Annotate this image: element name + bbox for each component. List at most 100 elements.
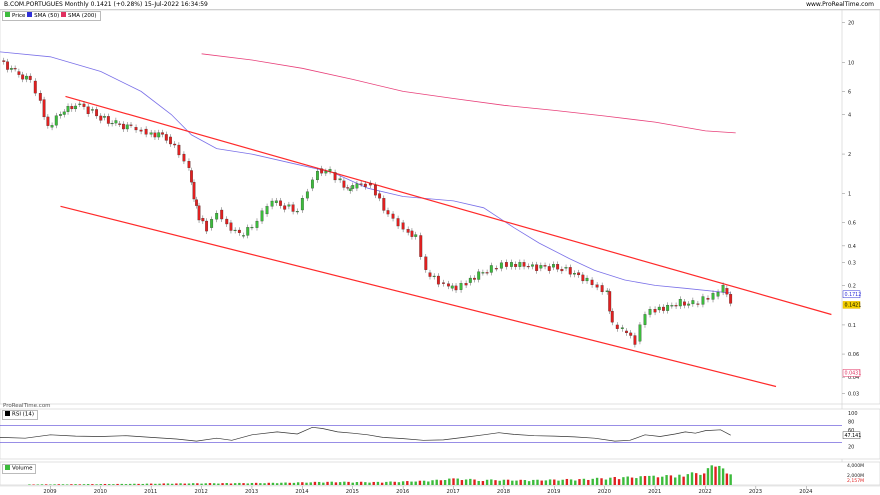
candle-body [28, 75, 32, 80]
candle-body [220, 209, 224, 220]
volume-bar [162, 483, 165, 485]
x-tick-label: 2019 [547, 489, 560, 495]
volume-bar [427, 481, 430, 485]
rsi-value-label: 47.141 [845, 433, 862, 439]
volume-bar [469, 478, 472, 485]
price-panel: 20 10 6 4 2 1 0.6 0.4 0.3 0.2 0.1 0.06 0.04 0.03 0.171… [0, 9, 880, 485]
volume-bar [473, 479, 476, 485]
volume-bar [204, 483, 207, 485]
volume-bar [179, 483, 182, 485]
volume-bar [359, 481, 363, 485]
candle-body [552, 264, 555, 268]
volume-bar [682, 476, 685, 485]
channel-line [65, 95, 832, 316]
candle-body [295, 211, 299, 213]
y-tick-label: 0.03 [848, 392, 859, 398]
volume-bar [443, 480, 447, 485]
x-tick-label: 2009 [43, 489, 56, 495]
volume-bar [548, 479, 552, 485]
legend-sma50: SMA (50) [27, 12, 59, 19]
volume-bar [656, 477, 660, 485]
candle-body [82, 103, 86, 107]
price-tag-label: 0.1712 [845, 292, 862, 298]
volume-bar [718, 465, 721, 485]
rsi-value-tag [842, 431, 861, 439]
volume-bar [137, 483, 140, 485]
volume-bar [267, 482, 270, 485]
volume-bar [305, 482, 308, 485]
candle-body [510, 262, 513, 267]
y-tick-label: 0.2 [848, 283, 856, 289]
candle-body [436, 275, 440, 285]
volume-bar [372, 481, 375, 485]
volume-bar [242, 483, 245, 485]
rsi-tick-label: 80 [848, 419, 854, 425]
x-tick-label: 2011 [144, 489, 157, 495]
candle-body [237, 229, 241, 233]
candle-body [255, 220, 259, 228]
volume-bar [553, 479, 556, 485]
candle-body [355, 183, 359, 189]
candle-body [215, 213, 219, 220]
candle-body [62, 111, 66, 115]
price-panel-frame [0, 9, 880, 405]
candle-body [666, 304, 670, 311]
candle-body [201, 218, 205, 222]
chart-header: B.COM.PORTUGUES Monthly 0.1421 (+0.28%) … [0, 0, 880, 10]
volume-bar [158, 483, 161, 485]
candle-body [260, 210, 264, 222]
volume-bar [422, 480, 426, 485]
candle-body [78, 103, 82, 105]
candle-body [608, 291, 612, 312]
price-tag [842, 301, 861, 309]
volume-bar [200, 483, 203, 485]
price-candles [2, 57, 733, 348]
candle-body [494, 268, 498, 270]
volume-legend: Volume [2, 464, 37, 474]
source-link[interactable]: www.ProRealTime.com [806, 1, 874, 8]
volume-bar [456, 478, 459, 485]
volume-bar [561, 479, 564, 485]
candle-body [648, 309, 652, 315]
candle-body [17, 71, 21, 75]
volume-bar [271, 482, 275, 485]
candle-body [25, 75, 28, 80]
x-tick-label: 2020 [598, 489, 611, 495]
volume-bar [574, 480, 577, 485]
volume-bar [613, 476, 616, 485]
volume-bar [397, 482, 401, 485]
candle-body [522, 262, 526, 267]
volume-bar [351, 482, 354, 485]
volume-bar [435, 479, 438, 485]
volume-bar [710, 465, 713, 485]
volume-bar [107, 484, 111, 485]
rsi-legend: RSI (14) [2, 410, 38, 420]
candle-body [477, 271, 481, 280]
candle-body [442, 282, 445, 284]
candle-body [59, 114, 62, 116]
volume-bar [187, 483, 191, 485]
candle-body [568, 267, 572, 275]
volume-bar [418, 480, 422, 485]
y-tick-label: 0.06 [848, 352, 859, 358]
candle-body [66, 106, 70, 112]
x-tick-label: 2023 [749, 489, 762, 495]
candle-body [514, 264, 518, 267]
volume-bar [569, 479, 573, 485]
y-tick-label: 6 [848, 89, 851, 95]
candle-body [657, 306, 661, 311]
candle-body [406, 229, 410, 233]
y-tick-label: 0.4 [848, 244, 856, 250]
candle-body [706, 297, 710, 300]
x-tick-label: 2021 [648, 489, 661, 495]
candle-body [153, 132, 157, 138]
candle-body [526, 266, 530, 268]
candle-body [531, 264, 534, 267]
candle-body [342, 180, 346, 188]
volume-bar [498, 480, 501, 485]
candle-body [373, 184, 377, 196]
candle-body [324, 171, 328, 174]
candle-body [229, 222, 233, 231]
volume-bar [452, 478, 455, 485]
